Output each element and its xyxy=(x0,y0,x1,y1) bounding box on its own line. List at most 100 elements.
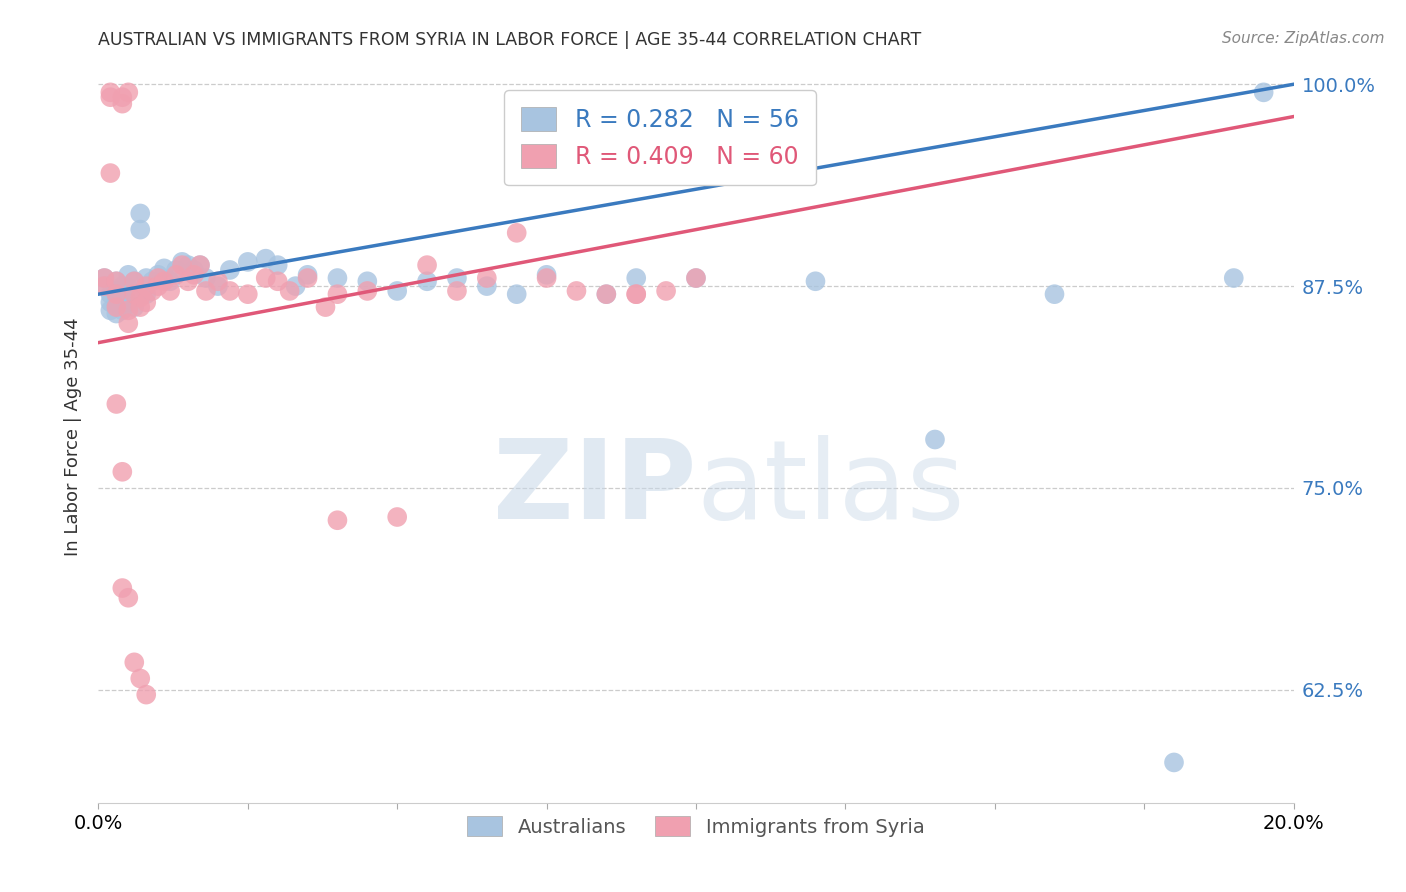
Point xyxy=(129,300,152,314)
Point xyxy=(124,287,146,301)
Text: ZIP: ZIP xyxy=(492,434,696,541)
Point xyxy=(172,258,194,272)
Text: atlas: atlas xyxy=(696,434,965,541)
Point xyxy=(93,271,115,285)
Point xyxy=(148,279,170,293)
Point xyxy=(135,688,157,702)
Point xyxy=(1223,271,1246,285)
Point xyxy=(124,287,146,301)
Point xyxy=(626,271,648,285)
Point xyxy=(475,271,498,285)
Point xyxy=(416,274,439,288)
Point xyxy=(183,263,205,277)
Point xyxy=(595,287,617,301)
Point xyxy=(148,271,170,285)
Point xyxy=(207,274,229,288)
Point xyxy=(111,96,134,111)
Point xyxy=(141,284,163,298)
Point xyxy=(153,261,176,276)
Point xyxy=(195,284,218,298)
Point xyxy=(183,268,205,282)
Point xyxy=(188,258,211,272)
Point xyxy=(111,90,134,104)
Point xyxy=(655,284,678,298)
Point xyxy=(165,263,187,277)
Point xyxy=(924,433,946,447)
Point xyxy=(105,287,128,301)
Point xyxy=(1253,86,1275,100)
Point xyxy=(105,274,128,288)
Point xyxy=(626,287,648,301)
Point xyxy=(105,307,128,321)
Point xyxy=(1043,287,1066,301)
Point xyxy=(165,268,187,282)
Point xyxy=(105,284,128,298)
Point xyxy=(385,284,409,298)
Point xyxy=(326,513,349,527)
Point xyxy=(105,397,128,411)
Point xyxy=(98,295,122,310)
Point xyxy=(446,284,468,298)
Point xyxy=(117,281,139,295)
Point xyxy=(297,271,319,285)
Point xyxy=(685,271,707,285)
Point xyxy=(475,279,498,293)
Point xyxy=(117,86,139,100)
Point xyxy=(446,271,468,285)
Point xyxy=(98,166,122,180)
Point xyxy=(135,279,157,293)
Point xyxy=(326,271,349,285)
Point xyxy=(105,274,128,288)
Point xyxy=(207,279,229,293)
Point xyxy=(267,274,290,288)
Point xyxy=(111,303,134,318)
Point xyxy=(284,279,307,293)
Point xyxy=(141,274,163,288)
Point xyxy=(98,303,122,318)
Point xyxy=(98,287,122,301)
Point xyxy=(565,284,588,298)
Point xyxy=(506,287,529,301)
Point xyxy=(93,279,115,293)
Point xyxy=(416,258,439,272)
Point xyxy=(236,255,259,269)
Point xyxy=(117,591,139,605)
Point xyxy=(159,284,181,298)
Point xyxy=(135,295,157,310)
Point xyxy=(536,268,558,282)
Point xyxy=(135,271,157,285)
Point xyxy=(172,255,194,269)
Point xyxy=(98,86,122,100)
Point xyxy=(254,252,277,266)
Point xyxy=(219,284,242,298)
Point xyxy=(177,274,200,288)
Point xyxy=(129,290,152,304)
Y-axis label: In Labor Force | Age 35-44: In Labor Force | Age 35-44 xyxy=(65,318,83,557)
Point xyxy=(148,268,170,282)
Point xyxy=(177,258,200,272)
Point xyxy=(626,287,648,301)
Point xyxy=(124,274,146,288)
Legend: Australians, Immigrants from Syria: Australians, Immigrants from Syria xyxy=(460,808,932,845)
Point xyxy=(129,222,152,236)
Point xyxy=(124,274,146,288)
Point xyxy=(111,581,134,595)
Point xyxy=(685,271,707,285)
Point xyxy=(195,271,218,285)
Point xyxy=(129,672,152,686)
Point xyxy=(278,284,301,298)
Point xyxy=(536,271,558,285)
Point xyxy=(117,268,139,282)
Point xyxy=(326,287,349,301)
Point xyxy=(93,279,115,293)
Point xyxy=(188,258,211,272)
Text: AUSTRALIAN VS IMMIGRANTS FROM SYRIA IN LABOR FORCE | AGE 35-44 CORRELATION CHART: AUSTRALIAN VS IMMIGRANTS FROM SYRIA IN L… xyxy=(98,31,922,49)
Point xyxy=(98,90,122,104)
Point xyxy=(111,465,134,479)
Point xyxy=(506,226,529,240)
Point xyxy=(315,300,337,314)
Point xyxy=(1163,756,1185,770)
Point xyxy=(385,510,409,524)
Point xyxy=(111,279,134,293)
Point xyxy=(124,656,146,670)
